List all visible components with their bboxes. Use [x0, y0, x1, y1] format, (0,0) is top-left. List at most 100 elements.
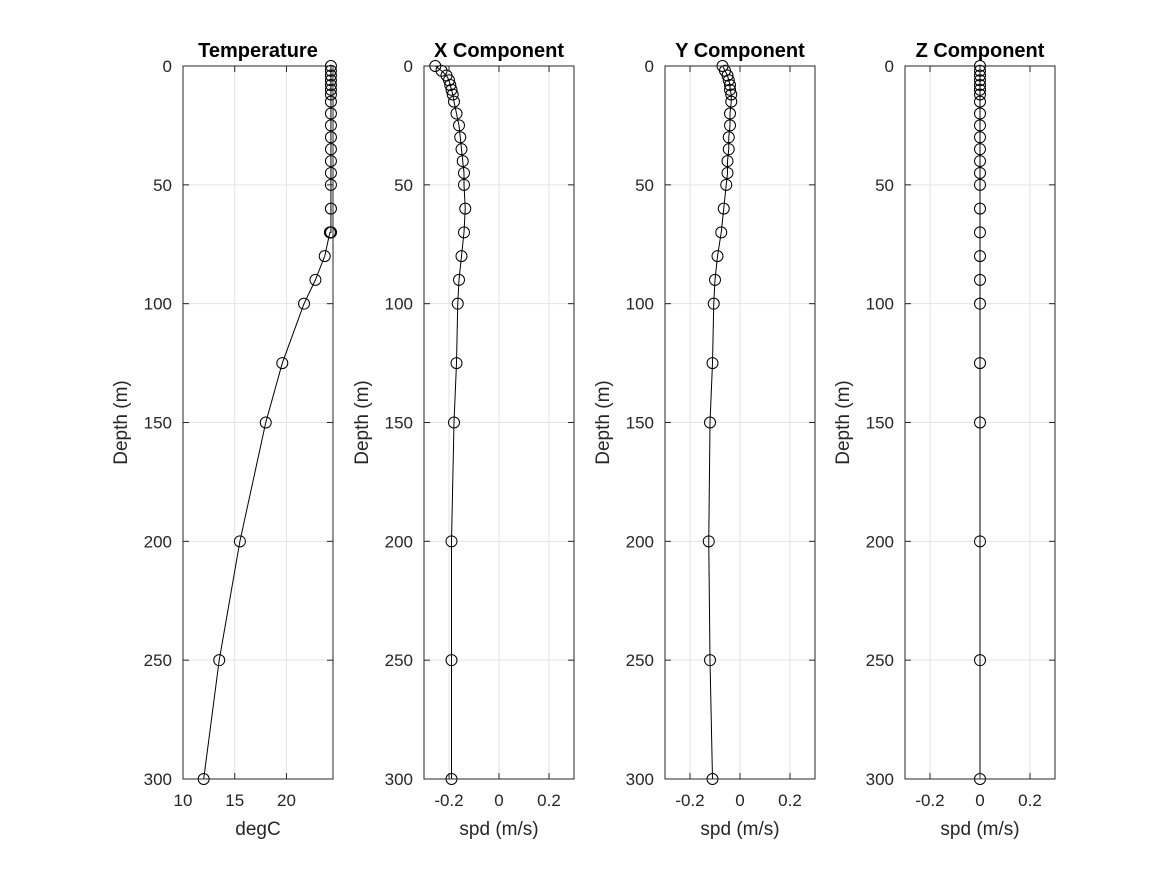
y-axis-label: Depth (m) — [111, 380, 132, 464]
data-point — [717, 202, 730, 215]
x-tick-label: -0.2 — [675, 791, 704, 810]
y-tick-label: 200 — [626, 532, 654, 551]
y-tick-label: 100 — [866, 295, 894, 314]
y-tick-label: 0 — [885, 57, 894, 76]
data-point — [324, 143, 337, 156]
data-point — [443, 74, 455, 87]
panel-3: -0.2 0 0.2 0 50 100 150 200 250 300 Y Component spd… — [593, 40, 816, 840]
data-point — [722, 143, 735, 156]
y-axis-label: Depth (m) — [593, 380, 614, 464]
data-point — [974, 202, 986, 215]
data-point — [324, 155, 337, 168]
y-tick-label: 0 — [404, 57, 413, 76]
data-point — [706, 357, 719, 370]
data-point — [324, 178, 337, 191]
x-tick-label: 20 — [277, 791, 296, 810]
x-axis-label: degC — [235, 819, 280, 840]
data-point — [974, 535, 986, 548]
data-point — [450, 357, 463, 370]
data-point — [448, 95, 460, 108]
data-point — [702, 535, 715, 548]
data-point — [324, 107, 337, 120]
panel-2: -0.2 0 0.2 0 50 100 150 200 250 300 X Component spd… — [352, 40, 575, 840]
data-point — [725, 95, 738, 108]
data-point — [324, 74, 337, 87]
x-tick-label: 15 — [225, 791, 244, 810]
data-point — [722, 74, 735, 87]
data-point — [458, 178, 470, 191]
y-tick-label: 0 — [163, 57, 172, 76]
x-tick-label: 10 — [174, 791, 193, 810]
data-point — [324, 83, 337, 96]
y-tick-label: 50 — [394, 176, 413, 195]
data-point — [974, 88, 986, 101]
data-point — [974, 107, 986, 120]
data-point — [458, 226, 470, 239]
data-point — [324, 69, 337, 82]
panel-1: 10 15 20050100150200250300TemperaturedegCD… — [111, 40, 337, 840]
data-point — [974, 357, 986, 370]
data-point — [456, 155, 469, 168]
data-point — [974, 95, 986, 108]
data-point — [446, 88, 459, 101]
data-point — [298, 297, 311, 310]
data-point — [324, 166, 337, 179]
y-tick-label: 300 — [144, 770, 172, 789]
x-tick-label: 0 — [735, 791, 744, 810]
data-point — [974, 250, 986, 263]
x-tick-label: -0.2 — [915, 791, 944, 810]
y-tick-label: 200 — [385, 532, 413, 551]
data-point — [974, 79, 986, 92]
data-point — [974, 74, 986, 87]
chart-title: Temperature — [198, 40, 318, 62]
y-tick-label: 0 — [645, 57, 654, 76]
series-line — [708, 65, 732, 780]
data-point — [459, 202, 472, 215]
y-tick-label: 250 — [866, 651, 894, 670]
x-tick-label: 0 — [975, 791, 984, 810]
data-point — [724, 83, 736, 96]
y-tick-label: 250 — [144, 651, 172, 670]
data-point — [458, 166, 470, 179]
data-point — [974, 273, 986, 286]
x-tick-label: -0.2 — [434, 791, 463, 810]
data-point — [309, 273, 322, 286]
data-point — [451, 297, 464, 310]
y-tick-label: 150 — [866, 414, 894, 433]
data-point — [711, 250, 724, 263]
data-point — [974, 119, 986, 132]
x-axis-label: spd (m/s) — [700, 819, 779, 840]
data-point — [453, 119, 465, 132]
panel-4: -0.2 0 0.2 0 50 100 150 200 250 300 Z Component spd… — [833, 40, 1056, 840]
data-point — [324, 119, 337, 132]
data-point — [722, 131, 735, 144]
y-tick-label: 50 — [153, 176, 172, 195]
data-point — [259, 416, 272, 429]
data-point — [323, 226, 336, 239]
y-tick-label: 50 — [635, 176, 654, 195]
data-point — [324, 95, 337, 108]
x-tick-label: 0.2 — [537, 791, 561, 810]
data-point — [324, 88, 337, 101]
data-point — [450, 107, 463, 120]
data-point — [445, 654, 458, 667]
data-point — [974, 226, 986, 239]
data-point — [707, 297, 720, 310]
chart-title: Y Component — [675, 40, 805, 62]
data-point — [974, 143, 986, 156]
data-point — [276, 357, 289, 370]
x-axis-label: spd (m/s) — [459, 819, 538, 840]
y-tick-label: 50 — [875, 176, 894, 195]
data-point — [455, 250, 468, 263]
data-point — [974, 654, 986, 667]
y-tick-label: 150 — [385, 414, 413, 433]
x-tick-label: 0.2 — [778, 791, 802, 810]
data-point — [444, 79, 457, 92]
y-tick-label: 300 — [385, 770, 413, 789]
y-tick-label: 150 — [626, 414, 654, 433]
y-tick-label: 100 — [385, 295, 413, 314]
x-axis-label: spd (m/s) — [940, 819, 1019, 840]
chart-title: X Component — [434, 40, 564, 62]
data-point — [974, 64, 986, 77]
data-point — [324, 64, 337, 77]
